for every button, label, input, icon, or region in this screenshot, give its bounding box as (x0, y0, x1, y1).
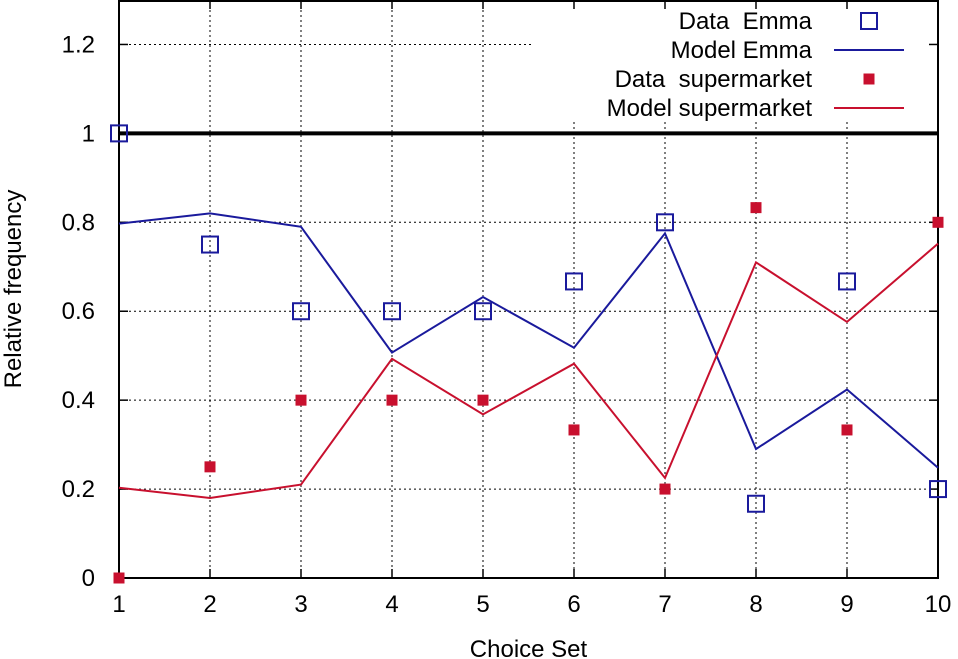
series-2 (113, 202, 944, 584)
y-axis-title: Relative frequency (0, 190, 27, 389)
x-axis-title: Choice Set (470, 636, 588, 659)
plot-frame (118, 0, 939, 579)
y-tick-label: 1 (82, 120, 95, 147)
y-tick-label: 0 (82, 565, 95, 592)
legend-label: Model Emma (671, 37, 813, 64)
series-0 (110, 124, 947, 513)
x-tick-label: 2 (203, 591, 216, 618)
data-point (113, 572, 125, 584)
x-tick-label: 5 (476, 591, 489, 618)
series-layer (110, 124, 947, 584)
data-point (838, 272, 856, 291)
series-line (118, 212, 939, 469)
x-tick-label: 10 (925, 591, 952, 618)
data-point (474, 302, 492, 321)
data-point (656, 213, 674, 232)
y-tick-label: 0.4 (62, 387, 95, 414)
data-point (929, 480, 947, 499)
x-tick-label: 9 (840, 591, 853, 618)
x-tick-label: 1 (112, 591, 125, 618)
data-point (932, 216, 944, 228)
axis-ticks: 0 0.2 0.4 0.6 0.8 1 1.2 1 2 3 4 5 6 7 8 9 10 (62, 0, 952, 618)
series-1 (118, 212, 939, 469)
data-point (750, 202, 762, 214)
legend-label: Data supermarket (615, 66, 813, 93)
x-tick-label: 8 (749, 591, 762, 618)
y-tick-label: 0.6 (62, 298, 95, 325)
x-tick-label: 4 (385, 591, 398, 618)
y-tick-label: 0.2 (62, 476, 95, 503)
legend-marker (860, 12, 878, 30)
data-point (292, 302, 310, 321)
series-3 (118, 242, 939, 499)
x-tick-label: 6 (567, 591, 580, 618)
data-point (295, 394, 307, 406)
x-tick-label: 3 (294, 591, 307, 618)
data-point (841, 424, 853, 436)
data-point (386, 394, 398, 406)
data-point (201, 235, 219, 254)
data-point (747, 494, 765, 513)
y-tick-label: 1.2 (62, 31, 95, 58)
data-point (110, 124, 128, 143)
x-tick-label: 7 (658, 591, 671, 618)
legend-label: Model supermarket (607, 95, 813, 122)
data-point (568, 424, 580, 436)
y-tick-label: 0.8 (62, 209, 95, 236)
data-point (659, 483, 671, 495)
grid-lines (119, 0, 938, 578)
data-point (477, 394, 489, 406)
series-line (118, 242, 939, 499)
data-point (204, 461, 216, 473)
data-point (383, 302, 401, 321)
legend-label: Data Emma (679, 8, 813, 35)
data-point (565, 272, 583, 291)
legend-marker (863, 73, 875, 85)
